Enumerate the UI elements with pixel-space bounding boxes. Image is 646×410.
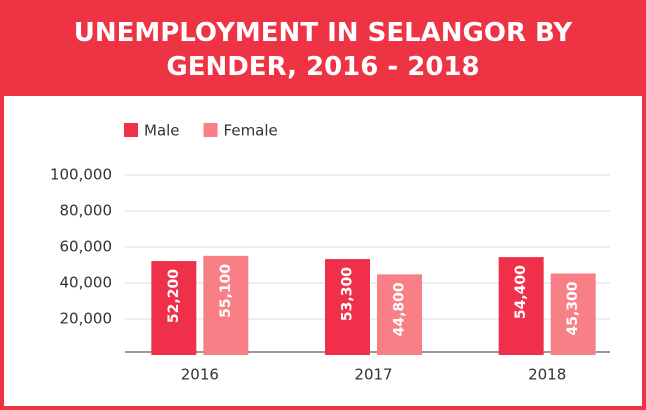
y-tick-label: 20,000 xyxy=(60,310,113,328)
y-tick-label: 80,000 xyxy=(60,202,113,220)
legend-label: Male xyxy=(144,122,180,140)
bar xyxy=(203,255,249,355)
bar xyxy=(550,273,596,355)
value-label: 45,300 xyxy=(565,281,581,335)
bar xyxy=(325,259,370,355)
value-label: 54,400 xyxy=(513,265,529,319)
chart-title: UNEMPLOYMENT IN SELANGOR BY GENDER, 2016… xyxy=(73,18,573,82)
bar xyxy=(377,274,422,355)
legend-label: Female xyxy=(224,122,278,140)
x-tick-label: 2017 xyxy=(354,366,392,384)
y-tick-label: 100,000 xyxy=(50,166,112,184)
x-tick-label: 2018 xyxy=(528,366,566,384)
value-label: 44,800 xyxy=(392,282,408,336)
y-tick-label: 60,000 xyxy=(60,238,113,256)
legend-swatch xyxy=(203,123,218,137)
bar xyxy=(498,257,544,355)
legend-swatch xyxy=(124,123,138,137)
value-label: 52,200 xyxy=(166,269,182,323)
value-label: 55,100 xyxy=(218,264,234,318)
y-tick-label: 40,000 xyxy=(60,274,113,292)
value-label: 53,300 xyxy=(340,267,356,321)
bar xyxy=(151,261,197,355)
x-tick-label: 2016 xyxy=(181,366,219,384)
header: UNEMPLOYMENT IN SELANGOR BY GENDER, 2016… xyxy=(4,4,642,96)
